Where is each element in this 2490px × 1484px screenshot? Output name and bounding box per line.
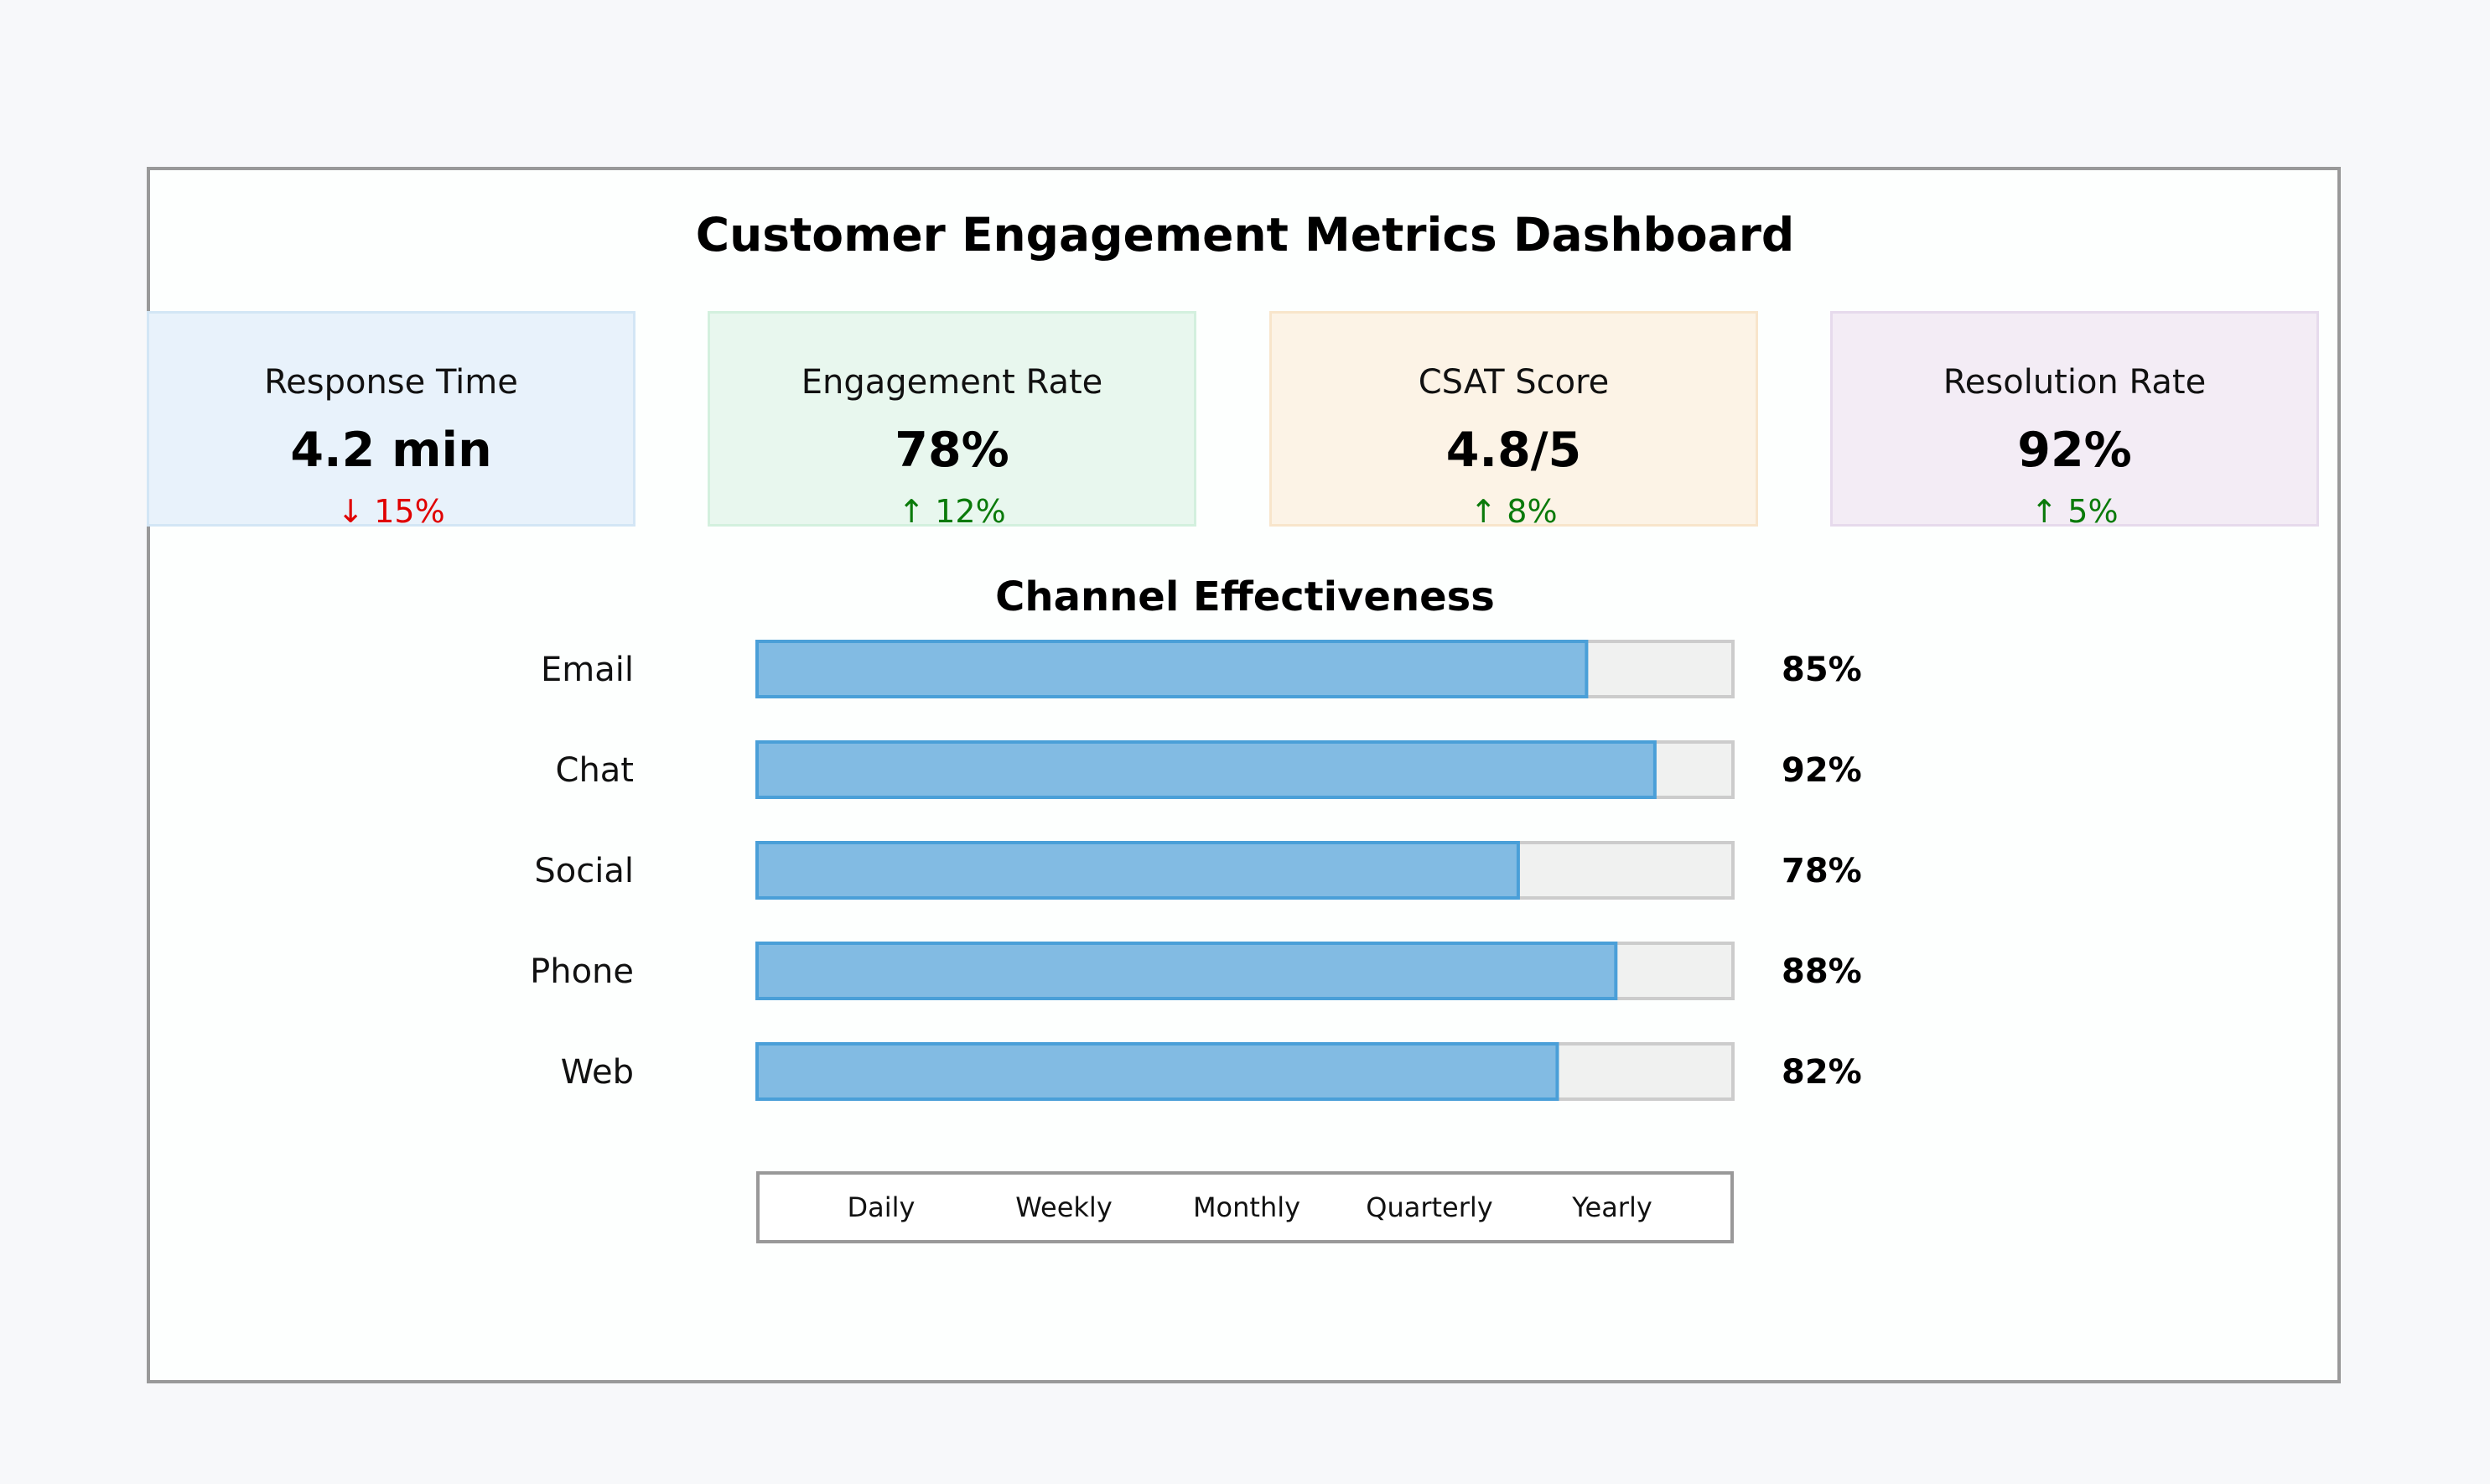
bar-email bbox=[755, 640, 1589, 698]
kpi-card-csat-score: CSAT Score 4.8/5 ↑ 8% bbox=[1269, 311, 1758, 527]
kpi-card-response-time: Response Time 4.2 min ↓ 15% bbox=[147, 311, 635, 527]
category-label-phone: Phone bbox=[530, 952, 634, 991]
kpi-value: 4.8/5 bbox=[1445, 423, 1582, 478]
kpi-change: ↓ 15% bbox=[337, 493, 445, 530]
time-range-selector: Daily Weekly Monthly Quarterly Yearly bbox=[756, 1171, 1734, 1243]
value-label-email: 85% bbox=[1782, 651, 1862, 689]
kpi-change: ↑ 5% bbox=[2031, 493, 2119, 530]
kpi-change: ↑ 12% bbox=[898, 493, 1006, 530]
kpi-value: 4.2 min bbox=[290, 423, 492, 478]
bar-phone bbox=[755, 942, 1618, 1000]
bar-chat bbox=[755, 740, 1657, 799]
value-label-social: 78% bbox=[1782, 852, 1862, 890]
value-label-phone: 88% bbox=[1782, 952, 1862, 991]
kpi-value: 78% bbox=[895, 423, 1009, 478]
category-label-web: Web bbox=[561, 1053, 634, 1092]
time-option-monthly[interactable]: Monthly bbox=[1192, 1191, 1301, 1223]
kpi-change: ↑ 8% bbox=[1470, 493, 1558, 530]
kpi-label: Response Time bbox=[264, 363, 518, 402]
bar-web bbox=[755, 1042, 1559, 1101]
time-option-weekly[interactable]: Weekly bbox=[1015, 1191, 1113, 1223]
category-label-chat: Chat bbox=[556, 751, 634, 790]
category-label-email: Email bbox=[541, 651, 634, 689]
kpi-value: 92% bbox=[2017, 423, 2132, 478]
kpi-card-resolution-rate: Resolution Rate 92% ↑ 5% bbox=[1830, 311, 2319, 527]
time-option-quarterly[interactable]: Quarterly bbox=[1366, 1191, 1493, 1223]
category-label-social: Social bbox=[534, 852, 634, 890]
bar-social bbox=[755, 841, 1520, 900]
kpi-label: CSAT Score bbox=[1418, 363, 1610, 402]
kpi-label: Resolution Rate bbox=[1943, 363, 2207, 402]
page-title: Customer Engagement Metrics Dashboard bbox=[695, 208, 1795, 262]
chart-title: Channel Effectiveness bbox=[995, 573, 1495, 620]
time-option-daily[interactable]: Daily bbox=[847, 1191, 916, 1223]
kpi-card-engagement-rate: Engagement Rate 78% ↑ 12% bbox=[708, 311, 1196, 527]
value-label-chat: 92% bbox=[1782, 751, 1862, 790]
time-option-yearly[interactable]: Yearly bbox=[1572, 1191, 1652, 1223]
kpi-label: Engagement Rate bbox=[801, 363, 1103, 402]
value-label-web: 82% bbox=[1782, 1053, 1862, 1092]
